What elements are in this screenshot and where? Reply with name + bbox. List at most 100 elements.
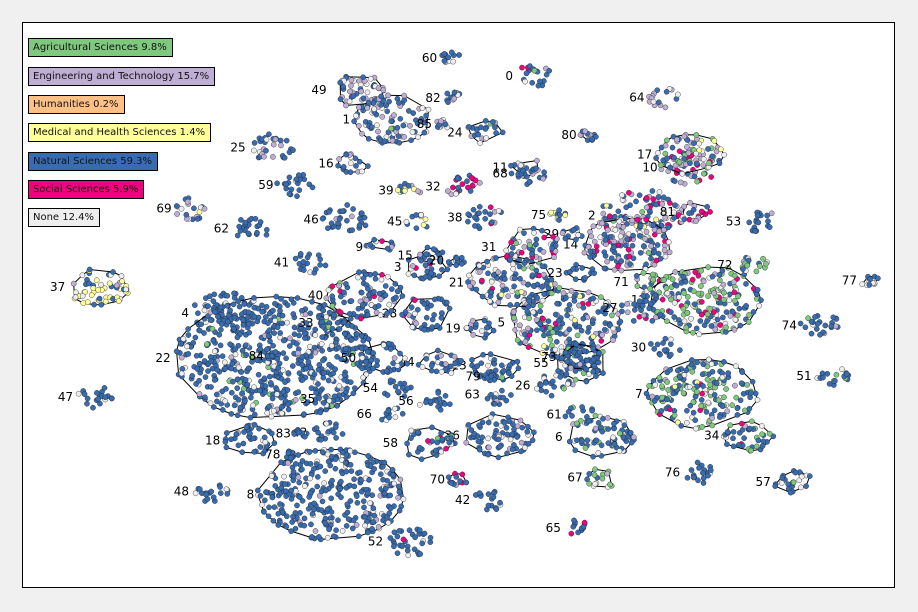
point-1-23: [355, 123, 362, 129]
point-82-9: [451, 95, 458, 102]
point-7-123: [694, 388, 700, 395]
cluster-label-74: 74: [782, 318, 797, 332]
point-5-138: [566, 326, 573, 333]
point-8-234: [285, 460, 291, 466]
point-19-6: [490, 327, 497, 334]
point-12-168: [745, 319, 752, 326]
point-14-58: [623, 242, 629, 249]
point-50-35: [387, 346, 394, 352]
point-22-262: [266, 373, 273, 380]
point-11-9: [508, 162, 514, 169]
point-7-163: [704, 376, 711, 383]
point-5-112: [578, 327, 585, 334]
point-18-21: [256, 425, 262, 432]
point-22-417: [184, 343, 190, 350]
point-8-179: [332, 465, 339, 472]
point-21-41: [491, 302, 498, 309]
point-8-257: [350, 517, 357, 524]
point-14-88: [637, 233, 643, 239]
point-30-6: [668, 341, 674, 347]
point-10-35: [691, 173, 698, 180]
cluster-label-76: 76: [665, 466, 680, 480]
point-7-120: [659, 383, 665, 390]
point-52-15: [394, 550, 401, 557]
point-31-3: [539, 227, 545, 234]
point-1-78: [397, 116, 404, 122]
point-22-556: [256, 387, 263, 394]
point-34-24: [766, 430, 773, 437]
point-7-184: [694, 383, 701, 390]
point-68-13: [508, 170, 515, 177]
point-7-139: [652, 398, 658, 404]
point-6-35: [584, 437, 591, 444]
point-58-29: [416, 444, 423, 451]
point-36-24: [493, 421, 500, 427]
point-22-576: [234, 334, 241, 341]
point-7-24: [684, 419, 690, 426]
point-8-312: [362, 522, 368, 529]
point-49-33: [360, 95, 367, 102]
point-6-17: [595, 450, 602, 456]
point-1-66: [391, 112, 397, 118]
point-5-165: [576, 302, 582, 309]
cluster-50: 50: [341, 340, 411, 375]
point-7-80: [687, 402, 694, 409]
point-27-14: [652, 292, 659, 299]
point-8-315: [305, 505, 312, 512]
point-18-39: [222, 438, 229, 445]
point-12-110: [754, 286, 761, 293]
point-60-10: [441, 51, 448, 57]
point-22-594: [250, 402, 256, 409]
point-22-511: [317, 409, 324, 416]
point-8-188: [319, 498, 326, 505]
point-22-586: [311, 371, 318, 378]
point-14-106: [587, 248, 594, 255]
point-26-19: [565, 380, 571, 387]
point-28-30: [446, 305, 453, 312]
point-17-64: [693, 150, 699, 157]
point-52-26: [387, 535, 394, 541]
point-27-19: [624, 309, 631, 316]
point-48-10: [208, 488, 214, 495]
point-7-128: [717, 414, 723, 420]
cluster-60: 60: [422, 49, 462, 66]
point-36-60: [485, 444, 492, 451]
point-73-12: [591, 362, 598, 369]
point-12-97: [743, 302, 749, 309]
point-14-114: [656, 228, 663, 235]
point-8-302: [292, 461, 299, 467]
point-21-60: [476, 262, 483, 269]
point-12-180: [707, 305, 713, 312]
point-7-98: [733, 363, 739, 369]
point-21-85: [503, 286, 510, 293]
point-34-20: [759, 431, 765, 438]
point-37-52: [80, 300, 87, 306]
point-31-50: [513, 240, 519, 247]
point-22-582: [316, 361, 323, 368]
point-40-60: [363, 297, 370, 303]
point-37-48: [113, 282, 120, 289]
point-6-45: [578, 438, 585, 444]
point-22-588: [222, 398, 228, 405]
point-21-116: [466, 272, 472, 279]
point-19-14: [481, 317, 488, 324]
point-73-24: [564, 358, 571, 365]
point-37-56: [95, 287, 101, 293]
point-59-10: [283, 181, 290, 188]
point-22-449: [209, 365, 216, 372]
point-23-8: [572, 276, 579, 283]
point-7-115: [649, 393, 656, 400]
point-22-497: [279, 410, 285, 417]
point-6-61: [574, 437, 580, 444]
point-22-405: [189, 373, 195, 379]
point-18-31: [235, 442, 242, 449]
point-21-111: [518, 289, 525, 295]
point-36-1: [463, 439, 470, 446]
point-56-6: [416, 401, 423, 408]
cluster-37: 37: [50, 266, 131, 308]
point-10-45: [708, 174, 715, 180]
point-8-61: [339, 528, 346, 534]
point-68-11: [541, 169, 547, 175]
point-51-14: [843, 371, 850, 377]
point-22-66: [239, 347, 246, 354]
